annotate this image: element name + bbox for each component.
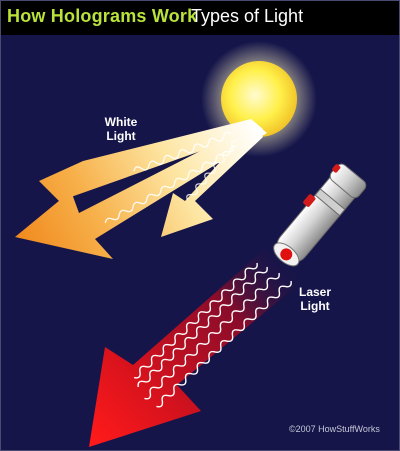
white-light-label-line-2: Light — [106, 129, 136, 143]
copyright-credit: ©2007 HowStuffWorks — [289, 424, 380, 434]
white-light-label: White Light — [97, 115, 145, 143]
laser-light-label: Laser Light — [291, 285, 339, 313]
laser-light-label-line-1: Laser — [298, 285, 332, 299]
laser-light-beam — [89, 249, 305, 447]
white-light-beams — [15, 119, 267, 259]
header-bar: How Holograms Work Types of Light — [1, 1, 399, 35]
laser-pointer-icon — [273, 163, 367, 267]
laser-light-label-line-2: Light — [300, 299, 330, 313]
light-types-diagram — [15, 41, 367, 447]
white-light-label-line-1: White — [104, 115, 138, 129]
header-subtitle: Types of Light — [191, 6, 304, 26]
header-title: How Holograms Work — [7, 6, 198, 26]
